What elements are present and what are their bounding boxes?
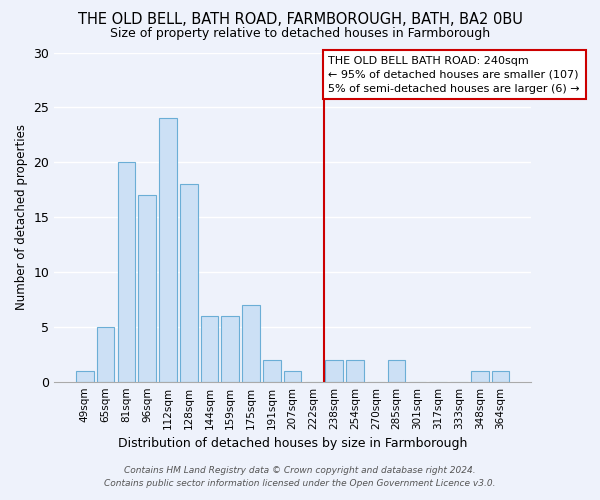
Bar <box>491 370 509 382</box>
Bar <box>242 305 260 382</box>
Bar <box>263 360 281 382</box>
Bar <box>325 360 343 382</box>
X-axis label: Distribution of detached houses by size in Farmborough: Distribution of detached houses by size … <box>118 437 467 450</box>
Bar <box>200 316 218 382</box>
Bar <box>284 370 301 382</box>
Bar <box>388 360 406 382</box>
Text: THE OLD BELL, BATH ROAD, FARMBOROUGH, BATH, BA2 0BU: THE OLD BELL, BATH ROAD, FARMBOROUGH, BA… <box>77 12 523 28</box>
Bar <box>471 370 488 382</box>
Bar <box>76 370 94 382</box>
Y-axis label: Number of detached properties: Number of detached properties <box>15 124 28 310</box>
Bar <box>118 162 135 382</box>
Bar <box>221 316 239 382</box>
Bar <box>180 184 197 382</box>
Bar <box>159 118 177 382</box>
Bar <box>97 327 115 382</box>
Text: Contains HM Land Registry data © Crown copyright and database right 2024.
Contai: Contains HM Land Registry data © Crown c… <box>104 466 496 487</box>
Text: Size of property relative to detached houses in Farmborough: Size of property relative to detached ho… <box>110 28 490 40</box>
Bar <box>346 360 364 382</box>
Bar <box>139 195 156 382</box>
Text: THE OLD BELL BATH ROAD: 240sqm
← 95% of detached houses are smaller (107)
5% of : THE OLD BELL BATH ROAD: 240sqm ← 95% of … <box>328 56 580 94</box>
